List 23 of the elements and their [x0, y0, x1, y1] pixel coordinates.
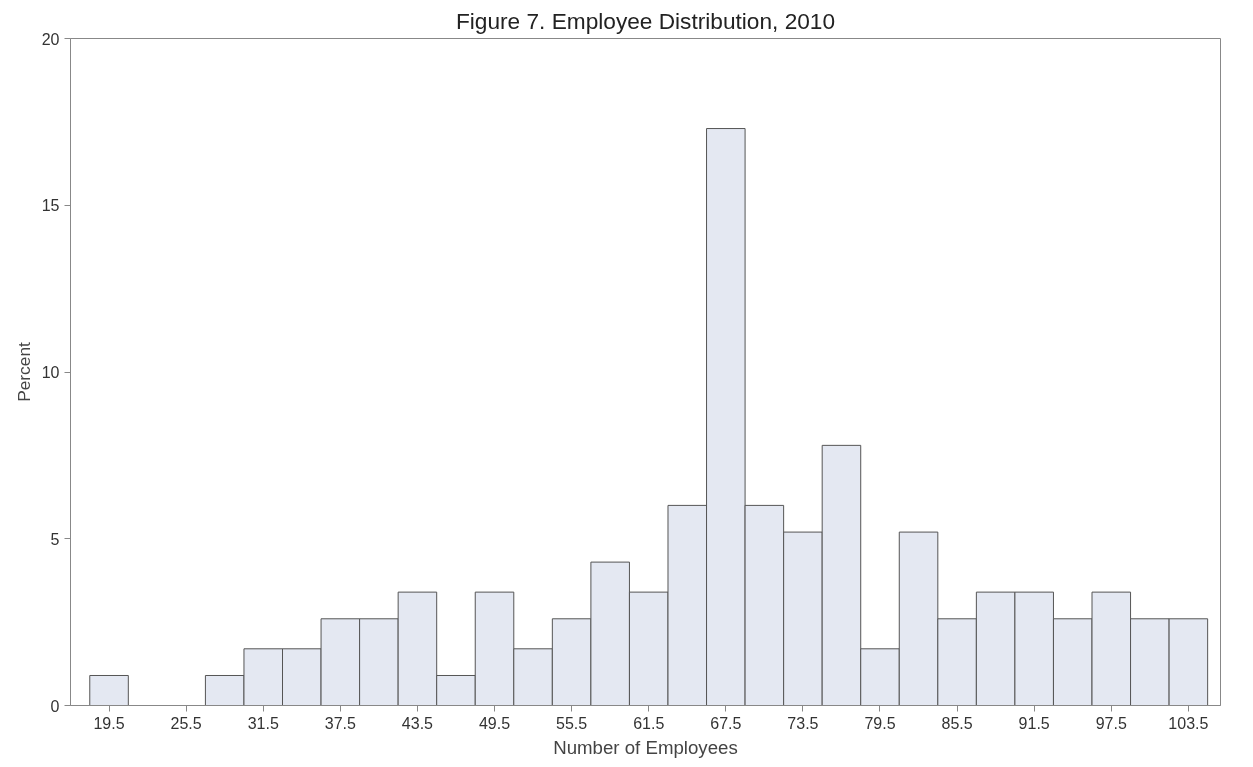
y-tick-label: 10: [41, 364, 60, 381]
x-tick-label: 31.5: [247, 714, 279, 732]
x-tick-label: 49.5: [478, 714, 511, 732]
y-tick-label: 0: [50, 697, 60, 715]
x-tick-label: 55.5: [556, 714, 588, 732]
x-axis-title: Number of Employees: [553, 736, 738, 758]
x-tick-label: 61.5: [633, 714, 665, 732]
x-tick-label: 79.5: [864, 714, 896, 732]
chart-title: Figure 7. Employee Distribution, 2010: [455, 7, 836, 34]
y-tick-label: 20: [41, 30, 60, 48]
y-axis-title: Percent: [13, 341, 34, 402]
y-tick-label: 5: [50, 530, 60, 548]
x-tick-label: 37.5: [324, 714, 356, 732]
x-tick-label: 43.5: [401, 714, 434, 732]
x-tick-label: 67.5: [710, 714, 742, 732]
y-tick-label: 15: [41, 197, 60, 215]
x-tick-label: 91.5: [1018, 714, 1050, 732]
x-tick-label: 103.5: [1168, 714, 1209, 732]
x-tick-label: 19.5: [93, 714, 125, 732]
x-tick-label: 85.5: [941, 714, 973, 732]
x-tick-label: 97.5: [1095, 714, 1127, 732]
x-tick-label: 25.5: [170, 714, 202, 732]
x-tick-label: 73.5: [787, 714, 819, 732]
